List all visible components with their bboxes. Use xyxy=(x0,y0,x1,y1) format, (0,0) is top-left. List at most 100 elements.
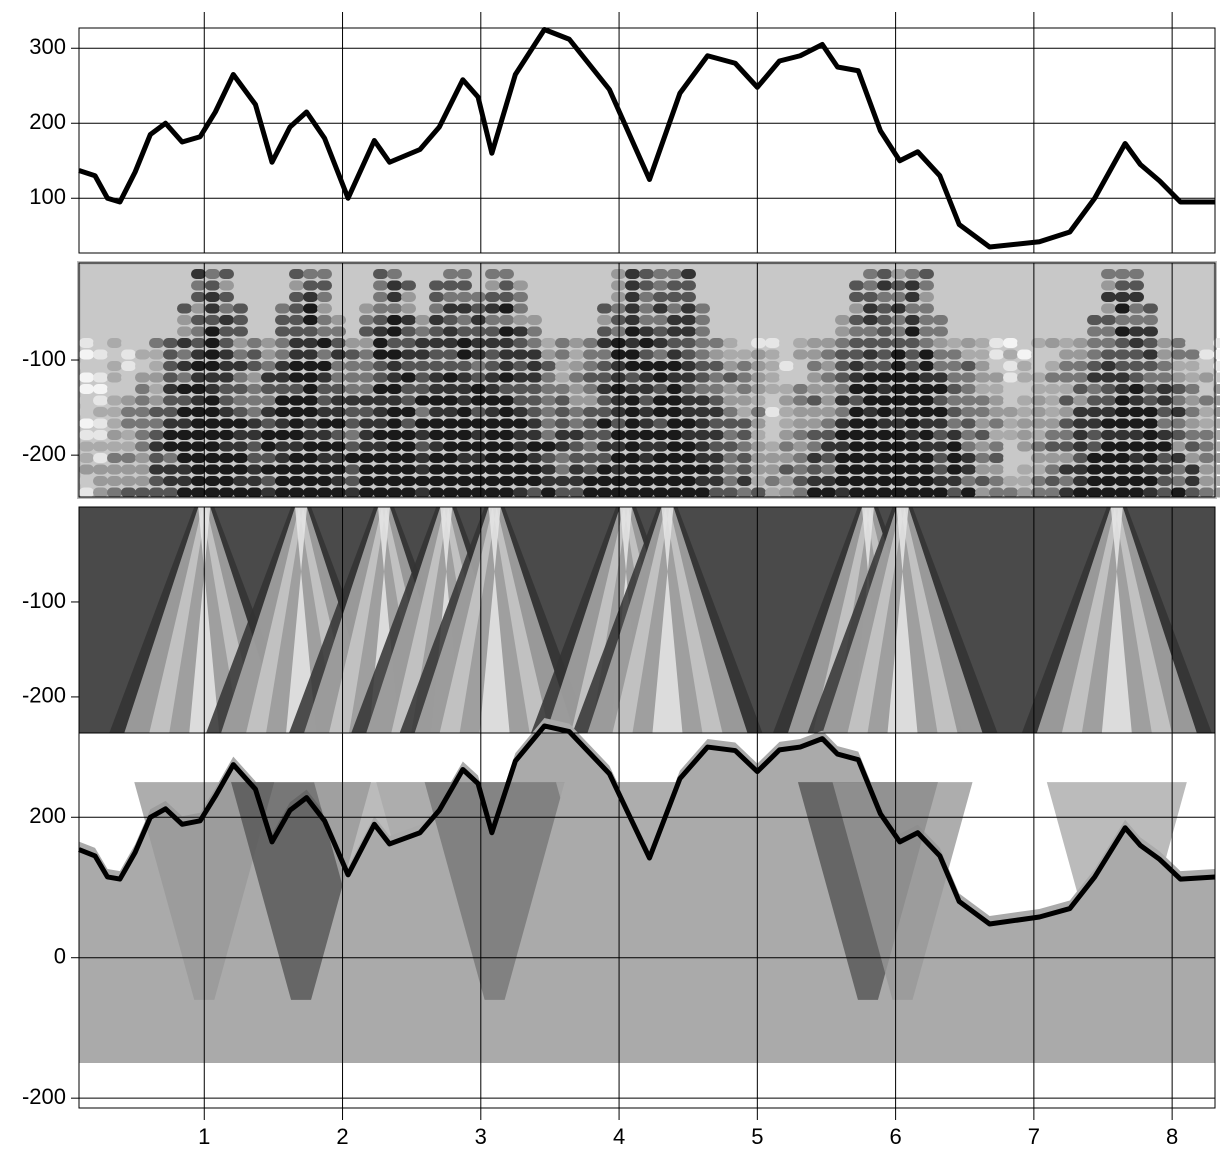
section-cell xyxy=(863,418,878,429)
section-cell xyxy=(821,430,836,440)
section-cell xyxy=(723,395,738,406)
section-cell xyxy=(541,395,556,406)
section-cell xyxy=(247,395,262,406)
section-cell xyxy=(121,407,136,417)
section-cell xyxy=(597,372,612,383)
section-cell xyxy=(359,395,374,406)
section-cell xyxy=(751,430,766,440)
section-cell xyxy=(541,430,556,440)
section-cell xyxy=(1199,476,1214,486)
section-cell xyxy=(317,269,332,279)
section-cell xyxy=(989,487,1004,498)
section-cell xyxy=(1115,464,1130,475)
section-cell xyxy=(737,372,752,383)
section-cell xyxy=(709,407,724,417)
section-cell xyxy=(513,453,528,463)
section-cell xyxy=(1101,464,1116,475)
section-cell xyxy=(905,464,920,475)
section-cell xyxy=(1087,338,1102,348)
section-cell xyxy=(1115,303,1130,314)
section-cell xyxy=(863,280,878,291)
section-cell xyxy=(653,361,668,371)
section-cell xyxy=(191,476,206,486)
section-cell xyxy=(625,326,640,337)
section-cell xyxy=(821,476,836,486)
section-cell xyxy=(261,418,276,429)
section-cell xyxy=(415,487,430,498)
section-cell xyxy=(135,464,150,475)
section-cell xyxy=(303,349,318,360)
section-cell xyxy=(807,430,822,440)
section-cell xyxy=(443,384,458,394)
section-cell xyxy=(933,372,948,383)
section-cell xyxy=(569,361,584,371)
section-cell xyxy=(443,464,458,475)
section-cell xyxy=(569,349,584,360)
section-cell xyxy=(541,349,556,360)
section-cell xyxy=(289,303,304,314)
section-cell xyxy=(667,464,682,475)
section-cell xyxy=(443,361,458,371)
section-cell xyxy=(1059,487,1074,498)
section-cell xyxy=(359,464,374,475)
section-cell xyxy=(1101,372,1116,383)
section-cell xyxy=(1031,349,1046,360)
section-cell xyxy=(1143,407,1158,417)
section-cell xyxy=(513,384,528,394)
section-cell xyxy=(415,315,430,325)
section-cell xyxy=(723,430,738,440)
section-cell xyxy=(121,441,136,452)
section-cell xyxy=(331,372,346,383)
section-cell xyxy=(317,464,332,475)
section-cell xyxy=(401,464,416,475)
section-cell xyxy=(233,384,248,394)
section-cell xyxy=(135,372,150,383)
section-cell xyxy=(275,372,290,383)
section-cell xyxy=(1003,430,1018,440)
section-cell xyxy=(247,476,262,486)
section-cell xyxy=(821,464,836,475)
section-cell xyxy=(639,395,654,406)
section-cell xyxy=(695,315,710,325)
y-tick-label: -200 xyxy=(22,441,66,466)
section-cell xyxy=(1171,430,1186,440)
section-cell xyxy=(149,476,164,486)
section-cell xyxy=(275,441,290,452)
section-cell xyxy=(1115,280,1130,291)
section-cell xyxy=(793,430,808,440)
section-cell xyxy=(765,430,780,440)
section-cell xyxy=(1059,476,1074,486)
section-cell xyxy=(219,453,234,463)
section-cell xyxy=(1045,476,1060,486)
section-cell xyxy=(891,441,906,452)
section-cell xyxy=(471,476,486,486)
section-cell xyxy=(919,315,934,325)
section-zone xyxy=(652,507,683,733)
section-cell xyxy=(863,326,878,337)
section-cell xyxy=(303,395,318,406)
section-cell xyxy=(499,326,514,337)
section-cell xyxy=(107,430,122,440)
section-cell xyxy=(429,315,444,325)
section-cell xyxy=(1115,395,1130,406)
section-cell xyxy=(429,418,444,429)
section-cell xyxy=(709,476,724,486)
section-cell xyxy=(443,326,458,337)
section-cell xyxy=(205,395,220,406)
section-cell xyxy=(331,441,346,452)
section-cell xyxy=(457,441,472,452)
section-cell xyxy=(695,326,710,337)
section-cell xyxy=(653,418,668,429)
section-cell xyxy=(877,315,892,325)
section-cell xyxy=(485,476,500,486)
section-cell xyxy=(247,361,262,371)
section-cell xyxy=(513,280,528,291)
section-cell xyxy=(793,453,808,463)
section-cell xyxy=(667,407,682,417)
section-cell xyxy=(499,395,514,406)
section-cell xyxy=(471,384,486,394)
section-cell xyxy=(695,441,710,452)
section-cell xyxy=(933,430,948,440)
section-cell xyxy=(863,303,878,314)
section-cell xyxy=(205,326,220,337)
